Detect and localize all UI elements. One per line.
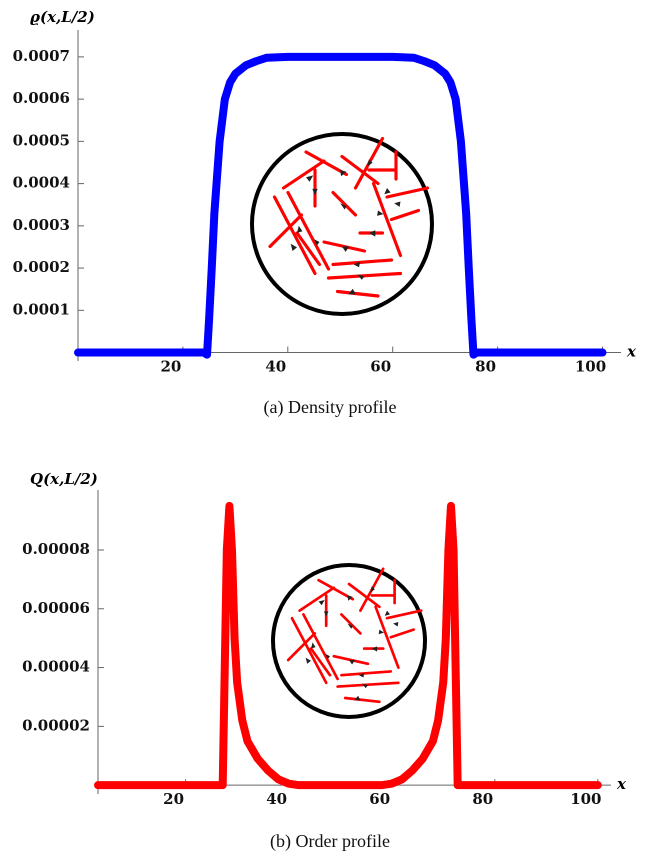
x-tick-label: 100 (570, 790, 601, 808)
x-tick-label: 60 (370, 358, 391, 376)
x-tick-label: 40 (265, 358, 286, 376)
y-tick-label: 0.0006 (13, 89, 70, 107)
inset-circle (271, 563, 427, 719)
x-axis-label: x (626, 343, 637, 361)
line-series (74, 52, 607, 359)
y-tick-label: 0.00002 (22, 716, 90, 734)
y-axis-label: ϱ(x,L/2) (30, 8, 95, 26)
x-tick-label: 20 (163, 790, 184, 808)
y-tick-label: 0.00008 (22, 540, 90, 558)
line-series (94, 501, 602, 790)
x-axis-label: x (616, 775, 627, 793)
caption: (b) Order profile (270, 831, 390, 852)
y-tick-label: 0.0002 (13, 258, 70, 276)
x-tick-label: 80 (475, 358, 496, 376)
y-tick-label: 0.0004 (13, 174, 70, 192)
x-tick-label: 80 (472, 790, 493, 808)
y-tick-label: 0.0007 (13, 47, 70, 65)
x-tick-label: 60 (369, 790, 390, 808)
y-tick-label: 0.0005 (13, 131, 70, 149)
inset-circle (250, 132, 434, 316)
y-tick-label: 0.00004 (22, 658, 90, 676)
x-tick-label: 20 (160, 358, 181, 376)
x-tick-label: 100 (575, 358, 606, 376)
caption: (a) Density profile (264, 397, 397, 418)
x-tick-label: 40 (266, 790, 287, 808)
y-axis-label: Q(x,L/2) (30, 470, 98, 488)
y-tick-label: 0.0003 (13, 216, 70, 234)
y-tick-label: 0.00006 (22, 599, 90, 617)
y-tick-label: 0.0001 (13, 300, 70, 318)
